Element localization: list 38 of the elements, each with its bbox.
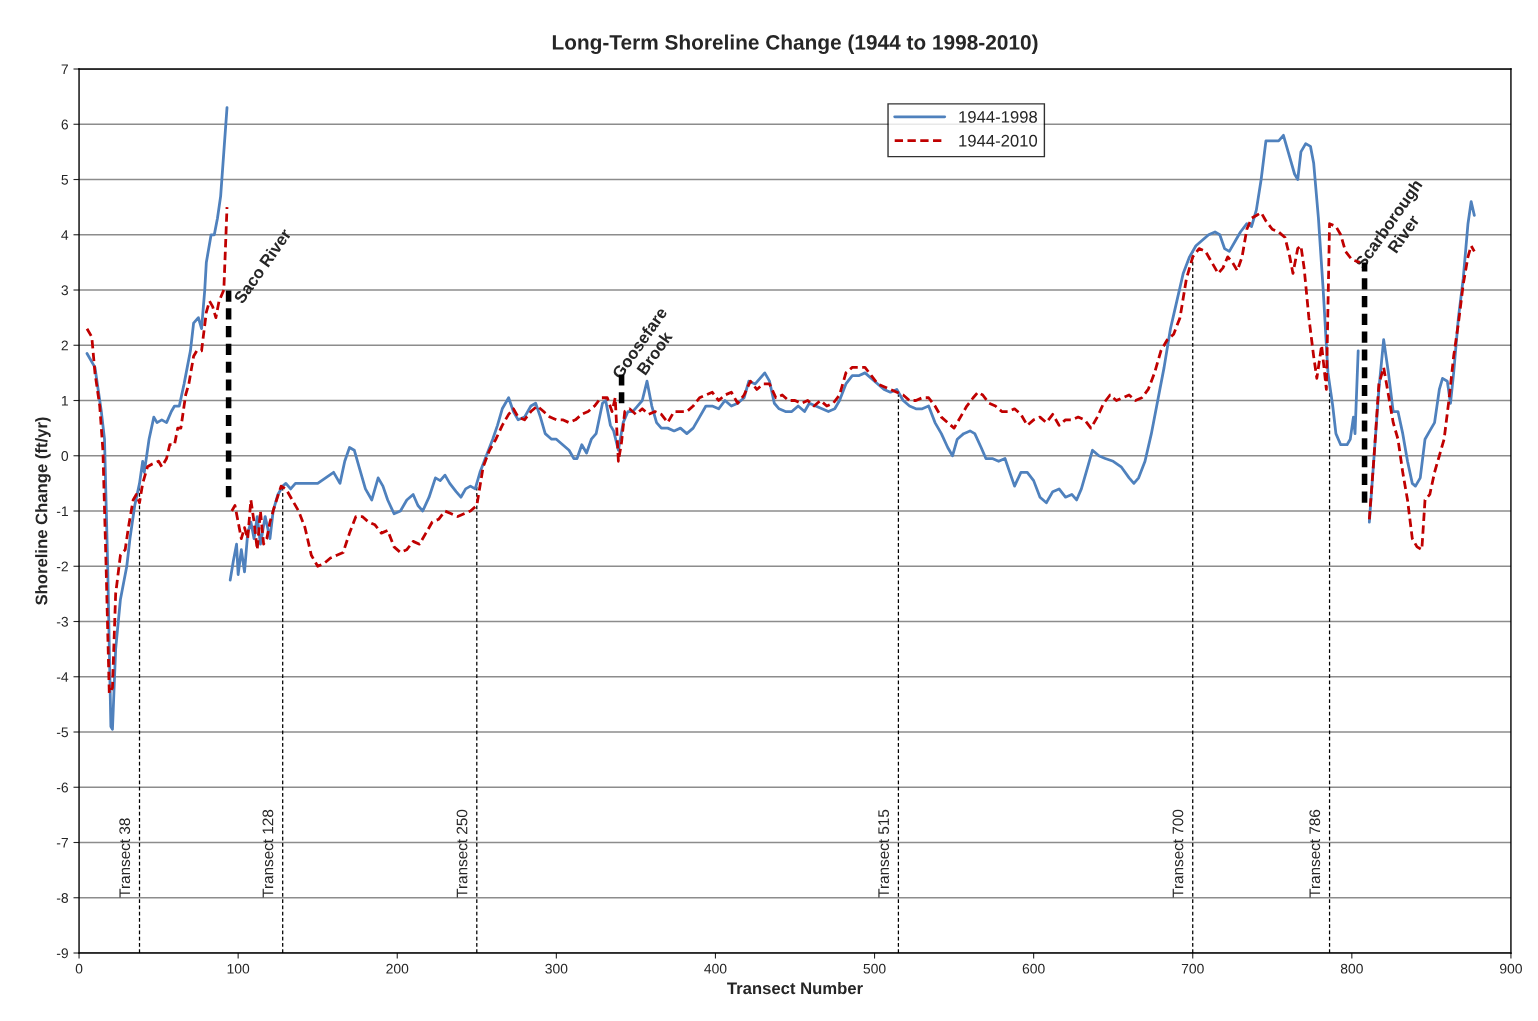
x-tick-label: 100 [227, 963, 250, 974]
y-tick-label: 4 [61, 230, 69, 240]
y-tick-label: -7 [56, 837, 68, 848]
ref-line-label: Transect 128 [262, 809, 274, 898]
y-tick-label: -6 [56, 782, 69, 793]
y-tick-label: -9 [56, 948, 68, 959]
x-tick-label: 800 [1340, 963, 1363, 974]
x-tick-label: 200 [386, 963, 409, 974]
y-tick-label: 7 [61, 64, 68, 75]
y-tick-label: -2 [56, 561, 68, 572]
legend-label: 1944-2010 [959, 134, 1038, 147]
x-tick-label: 300 [545, 963, 568, 974]
x-tick-label: 400 [704, 963, 727, 974]
x-tick-label: 0 [75, 963, 83, 974]
x-tick-label: 700 [1181, 963, 1204, 974]
y-tick-label: -8 [56, 893, 69, 903]
y-tick-label: 5 [61, 174, 69, 185]
x-tick-label: 900 [1500, 963, 1522, 974]
ref-line-label: Transect 515 [878, 809, 890, 898]
ref-line-label: Transect 38 [119, 818, 131, 898]
y-tick-label: 1 [61, 395, 68, 406]
y-tick-label: -5 [56, 727, 69, 738]
y-tick-label: -1 [56, 506, 68, 517]
y-tick-label: 6 [61, 119, 69, 130]
x-axis-title: Transect Number [727, 981, 863, 995]
y-axis-title: Shoreline Change (ft/yr) [35, 417, 51, 605]
ref-line-label: Transect 700 [1172, 809, 1184, 898]
y-tick-label: -4 [56, 672, 69, 682]
ref-line-label: Transect 250 [456, 809, 468, 898]
y-tick-label: -3 [56, 616, 69, 627]
y-tick-label: 0 [61, 451, 69, 461]
y-tick-label: 2 [61, 340, 68, 351]
chart-title: Long-Term Shoreline Change (1944 to 1998-2010) [552, 34, 1038, 54]
x-tick-label: 600 [1022, 963, 1045, 974]
x-tick-label: 500 [863, 963, 886, 974]
legend-label: 1944-1998 [959, 110, 1038, 123]
y-tick-label: 3 [61, 285, 69, 296]
ref-line-label: Transect 786 [1309, 809, 1321, 898]
